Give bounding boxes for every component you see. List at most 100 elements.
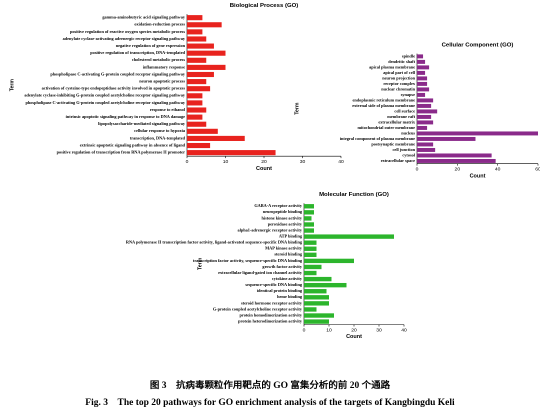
y-tick-label: dendritic shaft <box>388 59 415 64</box>
bar <box>304 252 317 258</box>
bar <box>187 22 222 28</box>
x-tick-label: 20 <box>455 167 461 173</box>
x-tick-label: 30 <box>376 328 382 334</box>
bar <box>187 36 207 42</box>
bar <box>304 216 312 221</box>
y-tick-label: phospholipase C-activating G-protein cou… <box>26 100 186 105</box>
bar <box>187 100 203 106</box>
y-tick-label: nucleus <box>401 130 415 135</box>
bar <box>304 282 347 288</box>
bar <box>304 222 314 227</box>
y-tick-label: mitochondrial outer membrane <box>358 125 416 130</box>
bar <box>304 258 354 264</box>
x-tick-label: 30 <box>300 159 306 165</box>
y-tick-label: apical part of cell <box>383 70 416 75</box>
bar <box>417 114 432 119</box>
bar <box>187 135 245 141</box>
y-tick-label: transcription, DNA-templated <box>130 135 186 140</box>
bar <box>304 234 394 239</box>
caption-zh: 图 3 抗病毒颗粒作用靶点的 GO 富集分析的前 20 个通路 <box>150 379 391 390</box>
bar <box>187 107 207 113</box>
y-tick-label: oxidation-reduction process <box>134 22 185 27</box>
bar <box>304 264 322 270</box>
y-tick-label: adenylate cyclase-inhibiting G-protein c… <box>24 93 186 98</box>
y-tick-label: activation of cysteine-type endopeptidas… <box>42 86 186 91</box>
bar <box>417 125 428 130</box>
bar <box>187 43 214 49</box>
y-tick-label: transcription factor activity, sequence-… <box>193 258 303 263</box>
y-tick-label: receptor complex <box>383 81 416 86</box>
y-tick-label: neuron projection <box>382 75 415 80</box>
y-tick-label: GABA-A receptor activity <box>254 203 303 208</box>
y-tick-label: histone kinase activity <box>262 215 303 220</box>
bar <box>187 128 218 134</box>
x-tick-label: 10 <box>223 159 229 165</box>
y-tick-label: positive regulation of reactive oxygen s… <box>70 29 185 34</box>
bar <box>417 147 436 152</box>
y-axis-label: Term <box>197 258 203 270</box>
y-tick-label: extracellular space <box>381 158 415 163</box>
x-axis-label: Count <box>470 173 486 179</box>
bar <box>304 228 314 233</box>
y-tick-label: growth factor activity <box>262 264 302 269</box>
bar <box>304 204 314 209</box>
bar <box>304 313 334 318</box>
y-tick-label: external side of plasma membrane <box>352 103 415 108</box>
x-tick-label: 0 <box>303 328 306 334</box>
y-tick-label: positive regulation of transcription, DN… <box>90 50 185 55</box>
bar <box>417 103 432 108</box>
y-tick-label: positive regulation of transcription fro… <box>57 150 186 155</box>
bar <box>187 150 276 156</box>
bar <box>417 158 496 163</box>
y-tick-label: RNA polymerase II transcription factor a… <box>126 240 303 245</box>
bar <box>417 54 424 59</box>
y-tick-label: protein homodimerization activity <box>240 313 303 318</box>
bar <box>187 121 207 127</box>
y-tick-label: negative regulation of gene expression <box>116 43 186 48</box>
x-axis-label: Count <box>256 166 272 172</box>
x-tick-label: 10 <box>326 328 332 334</box>
bar <box>417 92 426 97</box>
bar <box>187 79 207 85</box>
bar <box>304 210 314 215</box>
y-tick-label: alpha1-adrenergic receptor activity <box>238 228 303 233</box>
bar <box>417 120 434 125</box>
y-tick-label: endoplasmic reticulum membrane <box>353 97 416 102</box>
bar <box>417 136 476 141</box>
y-tick-label: gamma-aminobutyric acid signaling pathwa… <box>102 15 186 20</box>
y-tick-label: membrane raft <box>387 114 415 119</box>
y-tick-label: phospholipase C-activating G-protein cou… <box>50 72 186 77</box>
y-tick-label: apical plasma membrane <box>369 64 415 69</box>
y-tick-label: sequence-specific DNA binding <box>245 282 303 287</box>
bar <box>417 59 426 64</box>
bar <box>417 109 438 114</box>
bar <box>417 81 428 86</box>
y-tick-label: intrinsic apoptotic signaling pathway in… <box>66 114 185 119</box>
x-tick-label: 60 <box>535 167 540 173</box>
bar <box>304 276 332 282</box>
bar <box>417 65 430 70</box>
bar <box>187 15 203 21</box>
y-tick-label: integral component of plasma membrane <box>340 136 415 141</box>
bar <box>417 70 426 75</box>
bar <box>304 240 317 245</box>
bar <box>304 295 329 300</box>
chart-title: Molecular Function (GO) <box>319 192 389 198</box>
y-tick-label: identical protein binding <box>257 288 303 293</box>
y-tick-label: neuropeptide binding <box>263 209 303 214</box>
bar <box>417 76 428 81</box>
caption-en: Fig. 3 The top 20 pathways for GO enrich… <box>85 397 455 407</box>
y-tick-label: extracellular matrix <box>378 119 416 124</box>
y-tick-label: peroxidase activity <box>268 222 303 227</box>
y-tick-label: G-protein coupled acetylcholine receptor… <box>213 306 303 311</box>
bar <box>417 153 492 158</box>
bar <box>417 142 434 147</box>
y-tick-label: adenylate cyclase-activating adrenergic … <box>63 36 186 41</box>
bar <box>187 57 207 63</box>
x-tick-label: 40 <box>338 159 344 165</box>
y-tick-label: steroid hormone receptor activity <box>241 300 303 305</box>
y-tick-label: protein heterodimerization activity <box>238 319 303 324</box>
y-tick-label: MAP kinase activity <box>265 246 303 251</box>
bar <box>187 114 203 120</box>
